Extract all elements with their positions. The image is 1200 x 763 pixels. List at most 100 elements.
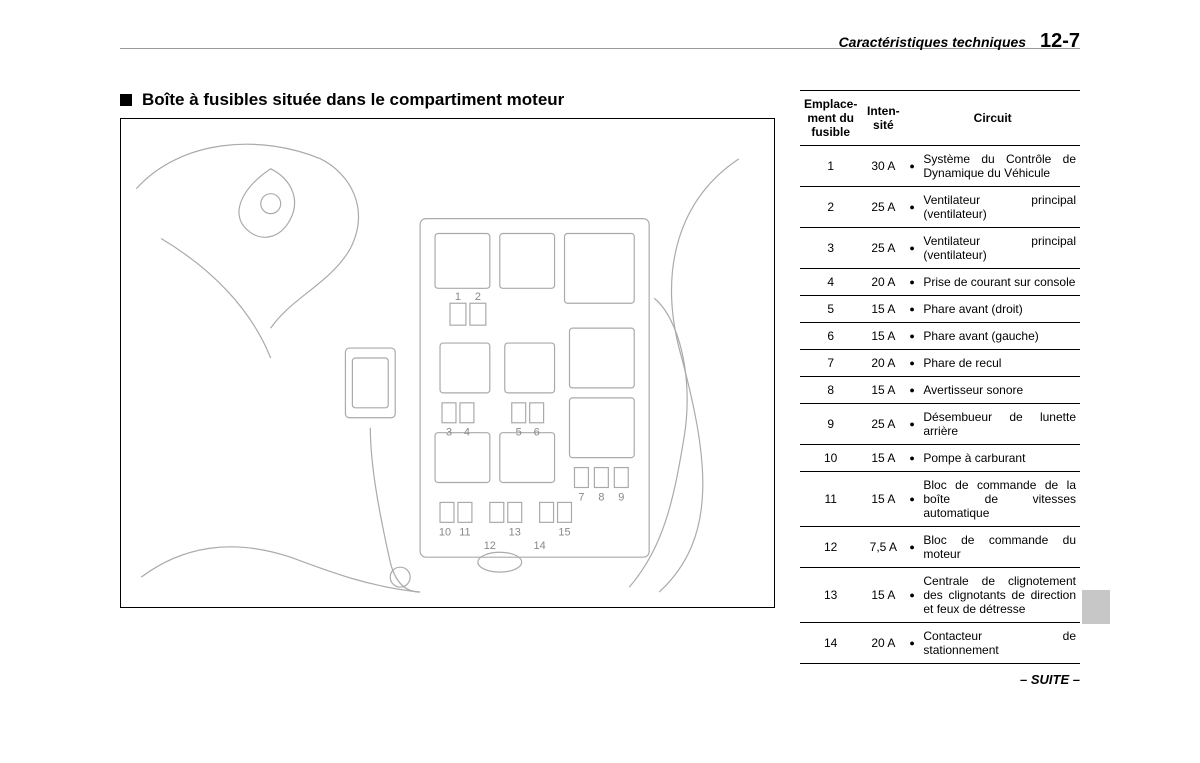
cell-bullet: ● [905, 445, 919, 472]
cell-location: 11 [800, 472, 861, 527]
diagram-label-8: 8 [598, 491, 604, 503]
diagram-label-4: 4 [464, 427, 470, 439]
cell-location: 8 [800, 377, 861, 404]
fuse-table: Emplace- ment du fusible Inten- sité Cir… [800, 90, 1080, 664]
cell-circuit: Système du Contrôle de Dynamique du Véhi… [919, 146, 1080, 187]
table-row: 815 A●Avertisseur sonore [800, 377, 1080, 404]
cell-location: 7 [800, 350, 861, 377]
cell-intensity: 15 A [861, 323, 905, 350]
table-row: 225 A●Ventilateur principal (ventilateur… [800, 187, 1080, 228]
cell-intensity: 25 A [861, 228, 905, 269]
col-location: Emplace- ment du fusible [800, 91, 861, 146]
heading-bullet-icon [120, 94, 132, 106]
cell-location: 10 [800, 445, 861, 472]
cell-intensity: 7,5 A [861, 527, 905, 568]
cell-location: 1 [800, 146, 861, 187]
cell-location: 12 [800, 527, 861, 568]
cell-location: 3 [800, 228, 861, 269]
cell-location: 2 [800, 187, 861, 228]
diagram-label-6: 6 [534, 427, 540, 439]
cell-bullet: ● [905, 568, 919, 623]
section-heading: Boîte à fusibles située dans le comparti… [142, 90, 564, 110]
cell-intensity: 15 A [861, 296, 905, 323]
cell-circuit: Phare de recul [919, 350, 1080, 377]
table-row: 325 A●Ventilateur principal (ventilateur… [800, 228, 1080, 269]
table-row: 127,5 A●Bloc de commande du moteur [800, 527, 1080, 568]
diagram-label-2: 2 [475, 291, 481, 303]
diagram-label-9: 9 [618, 491, 624, 503]
page-number: 12-7 [1040, 30, 1080, 52]
cell-bullet: ● [905, 269, 919, 296]
heading-row: Boîte à fusibles située dans le comparti… [120, 90, 780, 110]
section-title: Caractéristiques techniques [839, 34, 1027, 50]
continuation-label: – SUITE – [800, 672, 1080, 687]
fusebox-svg: 1 2 3 4 5 6 7 8 9 10 11 13 15 12 14 [121, 119, 774, 607]
table-row: 1420 A●Contacteur de stationnement [800, 623, 1080, 664]
cell-location: 6 [800, 323, 861, 350]
diagram-label-3: 3 [446, 427, 452, 439]
diagram-label-12: 12 [484, 540, 496, 552]
cell-circuit: Contacteur de stationnement [919, 623, 1080, 664]
cell-location: 9 [800, 404, 861, 445]
cell-bullet: ● [905, 350, 919, 377]
cell-intensity: 20 A [861, 623, 905, 664]
cell-intensity: 25 A [861, 187, 905, 228]
cell-bullet: ● [905, 472, 919, 527]
table-row: 1115 A●Bloc de commande de la boîte de v… [800, 472, 1080, 527]
cell-intensity: 30 A [861, 146, 905, 187]
cell-circuit: Ventilateur principal (ventilateur) [919, 187, 1080, 228]
cell-intensity: 20 A [861, 350, 905, 377]
diagram-label-5: 5 [516, 427, 522, 439]
table-row: 515 A●Phare avant (droit) [800, 296, 1080, 323]
cell-intensity: 15 A [861, 472, 905, 527]
diagram-label-11: 11 [459, 526, 470, 538]
cell-circuit: Avertisseur sonore [919, 377, 1080, 404]
table-row: 130 A●Système du Contrôle de Dynamique d… [800, 146, 1080, 187]
left-column: Boîte à fusibles située dans le comparti… [120, 90, 800, 723]
thumb-index-tab [1082, 590, 1110, 624]
cell-location: 14 [800, 623, 861, 664]
cell-circuit: Désembueur de lunette arrière [919, 404, 1080, 445]
cell-bullet: ● [905, 296, 919, 323]
cell-circuit: Phare avant (droit) [919, 296, 1080, 323]
content-area: Boîte à fusibles située dans le comparti… [120, 90, 1080, 723]
cell-bullet: ● [905, 527, 919, 568]
cell-circuit: Pompe à carburant [919, 445, 1080, 472]
table-row: 420 A●Prise de courant sur console [800, 269, 1080, 296]
cell-bullet: ● [905, 404, 919, 445]
table-row: 720 A●Phare de recul [800, 350, 1080, 377]
cell-circuit: Bloc de commande de la boîte de vitesses… [919, 472, 1080, 527]
cell-circuit: Centrale de clignotement des clignotants… [919, 568, 1080, 623]
cell-location: 13 [800, 568, 861, 623]
fusebox-diagram: 1 2 3 4 5 6 7 8 9 10 11 13 15 12 14 [120, 118, 775, 608]
cell-bullet: ● [905, 323, 919, 350]
diagram-label-10: 10 [439, 526, 451, 538]
table-row: 615 A●Phare avant (gauche) [800, 323, 1080, 350]
cell-intensity: 15 A [861, 568, 905, 623]
table-row: 925 A●Désembueur de lunette arrière [800, 404, 1080, 445]
diagram-label-13: 13 [509, 526, 521, 538]
cell-bullet: ● [905, 146, 919, 187]
cell-intensity: 15 A [861, 445, 905, 472]
col-intensity: Inten- sité [861, 91, 905, 146]
cell-intensity: 15 A [861, 377, 905, 404]
cell-intensity: 25 A [861, 404, 905, 445]
cell-bullet: ● [905, 623, 919, 664]
table-header-row: Emplace- ment du fusible Inten- sité Cir… [800, 91, 1080, 146]
col-circuit: Circuit [905, 91, 1080, 146]
diagram-label-7: 7 [578, 491, 584, 503]
cell-bullet: ● [905, 187, 919, 228]
diagram-label-14: 14 [534, 540, 546, 552]
page-header: Caractéristiques techniques 12-7 [839, 30, 1080, 53]
diagram-label-1: 1 [455, 291, 461, 303]
right-column: Emplace- ment du fusible Inten- sité Cir… [800, 90, 1080, 723]
table-row: 1015 A●Pompe à carburant [800, 445, 1080, 472]
cell-circuit: Bloc de commande du moteur [919, 527, 1080, 568]
table-row: 1315 A●Centrale de clignotement des clig… [800, 568, 1080, 623]
cell-circuit: Ventilateur principal (ventilateur) [919, 228, 1080, 269]
diagram-label-15: 15 [558, 526, 570, 538]
cell-location: 4 [800, 269, 861, 296]
cell-bullet: ● [905, 377, 919, 404]
cell-location: 5 [800, 296, 861, 323]
cell-circuit: Prise de courant sur console [919, 269, 1080, 296]
